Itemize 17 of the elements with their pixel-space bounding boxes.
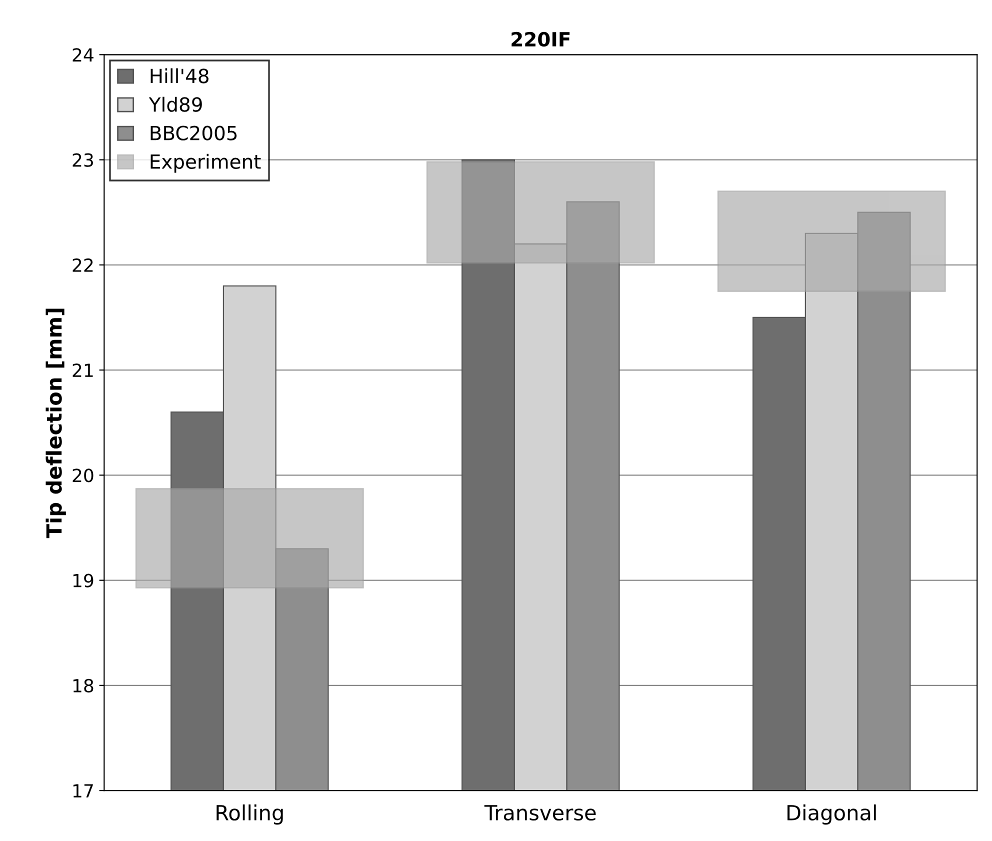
y-tick-label: 20 xyxy=(72,468,94,482)
legend-label: Hill'48 xyxy=(150,68,208,84)
y-tick-label: 19 xyxy=(73,574,94,588)
y-tick-label: 18 xyxy=(73,678,94,693)
y-tick-label: 21 xyxy=(72,364,93,377)
y-tick-label: 22 xyxy=(72,258,93,272)
chart-title: 220IF xyxy=(512,32,570,47)
x-tick-label: Rolling xyxy=(216,804,283,825)
y-tick-label: 23 xyxy=(72,153,93,167)
x-tick-label: Diagonal xyxy=(788,804,876,825)
y-tick-label: 17 xyxy=(73,784,93,798)
y-axis-title: Tip deflection [mm] xyxy=(46,308,66,538)
legend-label: Yld89 xyxy=(148,96,202,112)
legend-label: BBC2005 xyxy=(150,126,237,140)
y-tick-label: 24 xyxy=(72,48,94,62)
x-tick-label: Transverse xyxy=(484,805,596,821)
legend-label: Experiment xyxy=(150,154,261,173)
